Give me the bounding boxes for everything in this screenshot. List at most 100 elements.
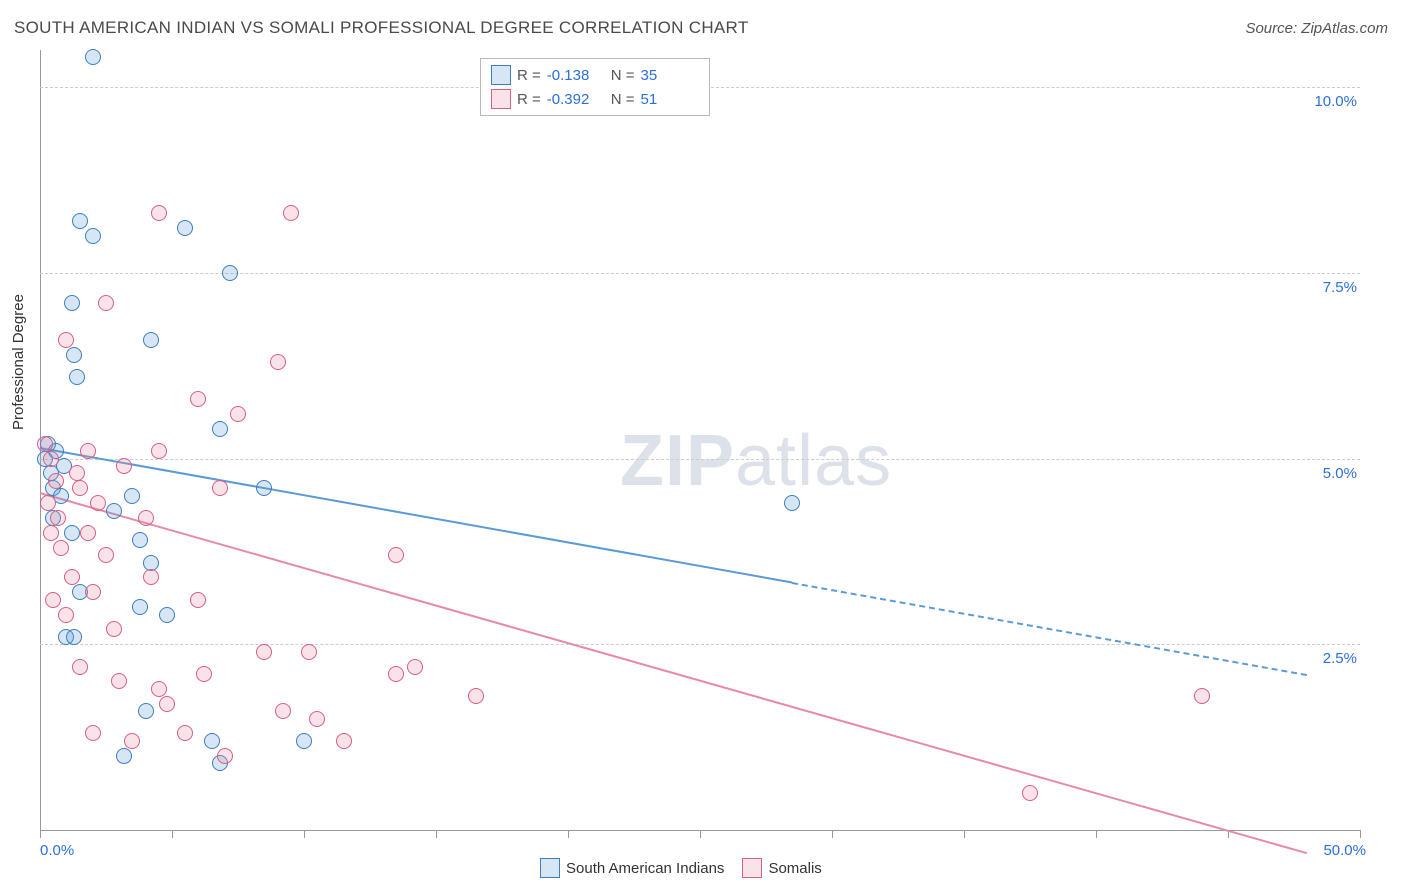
r-label: R =: [517, 67, 541, 84]
gridline-y: [40, 644, 1360, 645]
x-tick-mark: [304, 830, 305, 838]
data-point: [43, 525, 59, 541]
gridline-y: [40, 459, 1360, 460]
legend-swatch: [742, 858, 762, 878]
legend-stat-row: R =-0.138N =35: [491, 63, 699, 87]
data-point: [58, 607, 74, 623]
data-point: [159, 607, 175, 623]
r-value: -0.392: [547, 91, 605, 108]
data-point: [106, 621, 122, 637]
data-point: [336, 733, 352, 749]
data-point: [132, 532, 148, 548]
data-point: [116, 458, 132, 474]
chart-title: SOUTH AMERICAN INDIAN VS SOMALI PROFESSI…: [14, 18, 749, 38]
data-point: [230, 406, 246, 422]
data-point: [90, 495, 106, 511]
data-point: [64, 295, 80, 311]
x-tick-label: 0.0%: [40, 842, 74, 859]
data-point: [111, 673, 127, 689]
data-point: [85, 725, 101, 741]
legend-item: Somalis: [742, 858, 821, 878]
data-point: [784, 495, 800, 511]
data-point: [66, 629, 82, 645]
data-point: [217, 748, 233, 764]
data-point: [85, 228, 101, 244]
data-point: [64, 525, 80, 541]
chart-source: Source: ZipAtlas.com: [1245, 20, 1388, 37]
data-point: [256, 644, 272, 660]
x-tick-mark: [1096, 830, 1097, 838]
data-point: [85, 49, 101, 65]
y-tick-label: 7.5%: [1305, 279, 1357, 296]
data-point: [388, 666, 404, 682]
y-tick-label: 2.5%: [1305, 650, 1357, 667]
data-point: [45, 592, 61, 608]
data-point: [37, 436, 53, 452]
plot-area: ZIPatlas 2.5%5.0%7.5%10.0%0.0%50.0%: [40, 50, 1360, 830]
x-tick-mark: [700, 830, 701, 838]
data-point: [196, 666, 212, 682]
data-point: [283, 205, 299, 221]
n-value: 35: [641, 67, 699, 84]
data-point: [151, 443, 167, 459]
data-point: [143, 555, 159, 571]
data-point: [40, 495, 56, 511]
data-point: [85, 584, 101, 600]
data-point: [72, 213, 88, 229]
data-point: [275, 703, 291, 719]
legend-swatch: [491, 65, 511, 85]
n-value: 51: [641, 91, 699, 108]
data-point: [388, 547, 404, 563]
data-point: [204, 733, 220, 749]
data-point: [296, 733, 312, 749]
y-tick-label: 5.0%: [1305, 465, 1357, 482]
data-point: [407, 659, 423, 675]
legend-item: South American Indians: [540, 858, 724, 878]
data-point: [177, 725, 193, 741]
data-point: [80, 525, 96, 541]
legend-swatch: [540, 858, 560, 878]
x-tick-label: 50.0%: [1310, 842, 1366, 859]
data-point: [58, 332, 74, 348]
n-label: N =: [611, 67, 635, 84]
data-point: [212, 421, 228, 437]
data-point: [66, 347, 82, 363]
data-point: [1022, 785, 1038, 801]
data-point: [270, 354, 286, 370]
data-point: [124, 733, 140, 749]
data-point: [151, 681, 167, 697]
data-point: [138, 703, 154, 719]
legend-series: South American Indians Somalis: [540, 858, 822, 878]
data-point: [64, 569, 80, 585]
data-point: [468, 688, 484, 704]
n-label: N =: [611, 91, 635, 108]
data-point: [132, 599, 148, 615]
x-tick-mark: [964, 830, 965, 838]
data-point: [72, 480, 88, 496]
y-axis-label: Professional Degree: [10, 294, 27, 430]
data-point: [53, 540, 69, 556]
data-point: [151, 205, 167, 221]
legend-label: South American Indians: [566, 860, 724, 877]
data-point: [48, 473, 64, 489]
x-tick-mark: [40, 830, 41, 838]
data-point: [190, 592, 206, 608]
data-point: [43, 451, 59, 467]
data-point: [124, 488, 140, 504]
data-point: [212, 480, 228, 496]
legend-label: Somalis: [768, 860, 821, 877]
data-point: [98, 295, 114, 311]
r-label: R =: [517, 91, 541, 108]
data-point: [69, 369, 85, 385]
data-point: [190, 391, 206, 407]
data-point: [106, 503, 122, 519]
legend-swatch: [491, 89, 511, 109]
y-tick-label: 10.0%: [1305, 93, 1357, 110]
data-point: [143, 332, 159, 348]
data-point: [116, 748, 132, 764]
data-point: [177, 220, 193, 236]
data-point: [143, 569, 159, 585]
data-point: [309, 711, 325, 727]
watermark-atlas: atlas: [735, 421, 892, 501]
data-point: [69, 465, 85, 481]
